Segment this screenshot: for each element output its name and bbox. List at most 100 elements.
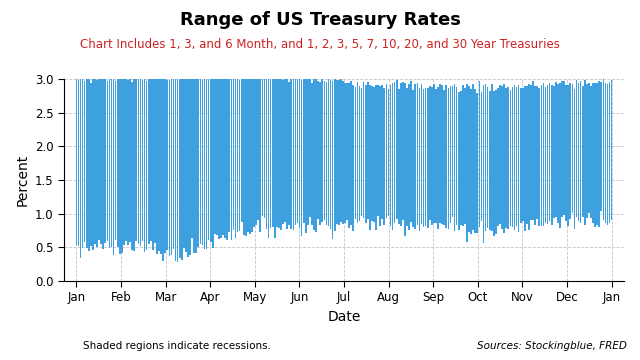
Bar [106, 81, 108, 241]
Bar [187, 75, 189, 257]
Bar [431, 87, 433, 225]
Bar [286, 77, 288, 229]
Bar [113, 76, 115, 256]
Bar [388, 89, 389, 216]
Bar [474, 89, 476, 233]
Bar [557, 84, 559, 224]
Bar [336, 80, 338, 224]
Bar [210, 77, 212, 242]
Bar [495, 90, 497, 234]
Bar [427, 89, 429, 228]
Bar [249, 76, 251, 234]
Bar [503, 85, 505, 233]
Bar [129, 77, 131, 242]
Bar [541, 85, 542, 226]
Bar [410, 81, 412, 222]
Bar [509, 90, 511, 225]
Bar [92, 76, 93, 250]
Bar [398, 89, 399, 224]
Bar [280, 78, 282, 230]
Bar [156, 76, 158, 255]
Bar [483, 85, 484, 243]
Bar [404, 83, 406, 236]
Bar [160, 76, 162, 254]
Bar [239, 80, 241, 231]
Bar [458, 92, 460, 230]
Bar [305, 78, 307, 233]
Bar [468, 86, 470, 232]
Bar [264, 75, 265, 219]
Bar [338, 80, 340, 225]
Bar [185, 74, 187, 252]
Y-axis label: Percent: Percent [15, 154, 29, 206]
Bar [133, 73, 135, 251]
Bar [292, 80, 294, 230]
Bar [245, 75, 246, 237]
Bar [350, 81, 352, 225]
Bar [528, 84, 530, 230]
Bar [385, 84, 387, 218]
Bar [148, 77, 150, 244]
Bar [316, 80, 317, 232]
Bar [311, 82, 313, 225]
Bar [559, 83, 561, 228]
Bar [543, 84, 544, 226]
Bar [282, 80, 284, 224]
Bar [358, 86, 360, 221]
Bar [417, 83, 418, 225]
Bar [266, 76, 268, 229]
Bar [442, 85, 443, 224]
Bar [563, 81, 565, 215]
Bar [607, 84, 609, 225]
Bar [456, 87, 458, 225]
Bar [104, 78, 106, 243]
Bar [605, 83, 606, 224]
Bar [204, 75, 205, 249]
Bar [511, 87, 513, 227]
Bar [538, 88, 540, 226]
Bar [526, 86, 528, 224]
Bar [99, 78, 100, 240]
Bar [530, 85, 532, 220]
Bar [257, 72, 259, 220]
Bar [361, 88, 362, 216]
Bar [119, 76, 120, 254]
Bar [596, 83, 598, 225]
Bar [237, 76, 239, 232]
Bar [309, 77, 311, 217]
Bar [555, 82, 557, 217]
Bar [479, 81, 480, 226]
Bar [317, 81, 319, 219]
Bar [332, 81, 333, 239]
Bar [522, 88, 524, 221]
Bar [582, 86, 584, 217]
Bar [444, 90, 445, 225]
Bar [561, 81, 563, 217]
Bar [84, 81, 86, 242]
Bar [319, 81, 321, 225]
Bar [125, 77, 127, 241]
Bar [243, 73, 244, 235]
Bar [462, 85, 464, 226]
Bar [123, 71, 125, 245]
Bar [183, 75, 185, 248]
Bar [268, 77, 269, 238]
Bar [493, 91, 495, 236]
Bar [241, 73, 243, 222]
Bar [344, 83, 346, 223]
Bar [481, 92, 483, 221]
Bar [580, 81, 582, 223]
Bar [497, 88, 499, 226]
Bar [138, 78, 140, 244]
Bar [460, 91, 461, 225]
Bar [140, 73, 141, 247]
Bar [464, 88, 466, 224]
Bar [570, 83, 571, 219]
Bar [346, 83, 348, 220]
X-axis label: Date: Date [327, 310, 361, 324]
Bar [232, 74, 234, 230]
Bar [173, 69, 174, 249]
Bar [141, 80, 143, 241]
Bar [575, 80, 577, 217]
Bar [214, 77, 216, 234]
